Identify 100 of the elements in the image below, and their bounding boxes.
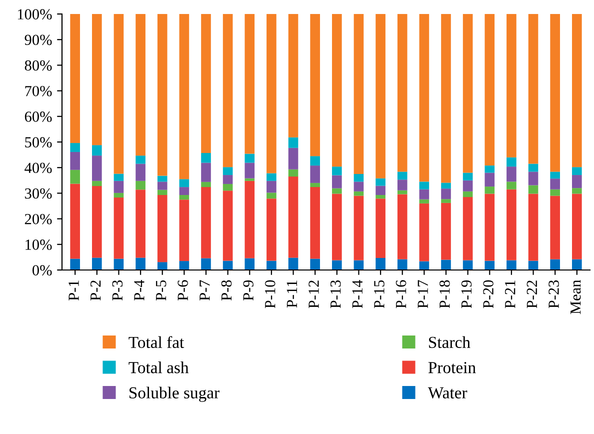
bar bbox=[70, 14, 80, 144]
x-tick-label: P-4 bbox=[134, 280, 144, 301]
bar bbox=[354, 14, 364, 174]
bar bbox=[136, 164, 146, 181]
x-tick-label: P-10 bbox=[264, 280, 276, 308]
x-tick-label: P-9 bbox=[243, 280, 254, 301]
bar bbox=[179, 194, 190, 200]
bar bbox=[550, 196, 560, 260]
x-tick-label: P-11 bbox=[286, 280, 297, 308]
bar bbox=[201, 182, 211, 188]
x-tick-label: P-17 bbox=[418, 280, 428, 308]
bar bbox=[179, 200, 190, 262]
x-tick-label: P-2 bbox=[90, 280, 101, 301]
bar bbox=[92, 258, 102, 270]
bar bbox=[550, 14, 560, 172]
bar bbox=[266, 192, 276, 199]
bar bbox=[157, 194, 168, 262]
bar bbox=[179, 261, 190, 270]
bar bbox=[310, 14, 320, 156]
y-tick-label: 0% bbox=[32, 265, 52, 276]
bar bbox=[310, 187, 320, 259]
bar bbox=[354, 174, 364, 182]
bar bbox=[157, 176, 168, 182]
bar bbox=[441, 202, 451, 260]
bar bbox=[462, 180, 473, 192]
bar bbox=[550, 259, 560, 270]
bar bbox=[136, 258, 146, 270]
bar bbox=[506, 157, 516, 167]
bar bbox=[332, 166, 342, 176]
bar bbox=[572, 167, 582, 176]
bar bbox=[354, 191, 364, 196]
x-tick-label: P-5 bbox=[156, 280, 166, 301]
bar bbox=[222, 184, 233, 191]
bar bbox=[572, 259, 582, 270]
x-tick-label: P-6 bbox=[178, 280, 188, 301]
bar bbox=[114, 180, 124, 193]
bar bbox=[201, 187, 211, 258]
legend-label: Protein bbox=[428, 362, 476, 374]
bar bbox=[266, 173, 276, 181]
bar bbox=[266, 180, 276, 193]
bar bbox=[266, 14, 276, 174]
bar bbox=[397, 172, 408, 180]
bar bbox=[572, 194, 582, 260]
bar bbox=[528, 185, 538, 194]
bar bbox=[484, 186, 495, 194]
bar bbox=[462, 172, 473, 180]
bar bbox=[136, 180, 146, 190]
bar bbox=[157, 14, 168, 176]
x-tick-label: P-7 bbox=[200, 280, 210, 301]
bar bbox=[332, 14, 342, 167]
bar bbox=[376, 194, 386, 199]
y-tick-label: 90% bbox=[24, 34, 52, 46]
bar bbox=[179, 187, 190, 195]
bar bbox=[528, 164, 538, 172]
bar bbox=[550, 172, 560, 179]
x-tick-label: P-19 bbox=[461, 280, 472, 308]
bar bbox=[244, 258, 255, 270]
bar bbox=[310, 166, 320, 183]
bar bbox=[484, 194, 495, 261]
bar bbox=[354, 260, 364, 270]
bar bbox=[441, 260, 451, 270]
bar bbox=[288, 14, 298, 138]
x-tick-label: P-13 bbox=[330, 280, 341, 308]
bar bbox=[114, 198, 124, 259]
bar bbox=[506, 182, 516, 190]
bar bbox=[484, 260, 495, 270]
bar bbox=[310, 156, 320, 166]
bar bbox=[179, 179, 190, 188]
bar bbox=[92, 186, 102, 258]
bar bbox=[222, 14, 233, 168]
bar bbox=[114, 174, 124, 181]
bar bbox=[506, 189, 516, 260]
bar bbox=[354, 182, 364, 192]
bar bbox=[157, 190, 168, 195]
bar bbox=[201, 162, 211, 182]
bar bbox=[92, 14, 102, 146]
bar bbox=[201, 153, 211, 163]
y-tick-label: 30% bbox=[25, 188, 52, 199]
bar bbox=[376, 178, 386, 186]
bar bbox=[157, 262, 168, 270]
bar bbox=[92, 156, 102, 181]
x-tick-label: P-21 bbox=[505, 280, 516, 308]
bar bbox=[222, 167, 233, 176]
y-tick-label: 60% bbox=[24, 112, 52, 122]
x-tick-label: P-15 bbox=[374, 280, 384, 308]
bar bbox=[288, 258, 298, 270]
bar bbox=[397, 259, 408, 270]
bar bbox=[506, 14, 516, 158]
bar bbox=[419, 14, 430, 182]
bar bbox=[114, 192, 124, 198]
bar bbox=[397, 14, 408, 172]
bar bbox=[397, 190, 408, 194]
bar bbox=[244, 154, 255, 163]
y-tick-label: 20% bbox=[24, 214, 52, 224]
bar bbox=[572, 14, 582, 168]
bar bbox=[484, 14, 495, 166]
y-tick-label: 50% bbox=[25, 137, 52, 148]
bar bbox=[136, 14, 146, 156]
bar bbox=[572, 175, 582, 188]
bar bbox=[419, 182, 430, 190]
